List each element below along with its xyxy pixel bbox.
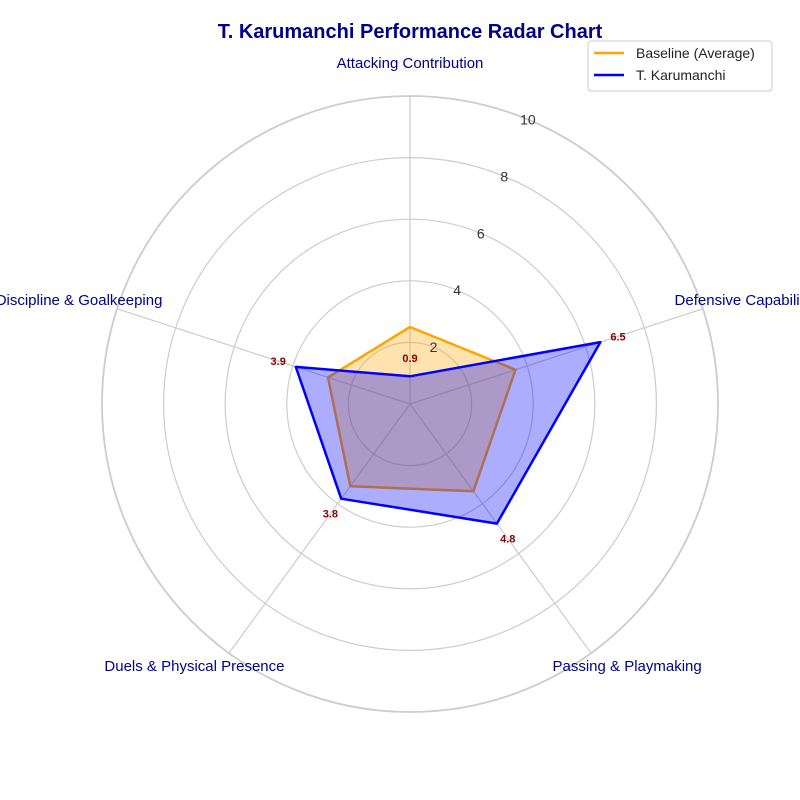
radar-spokes [116, 96, 704, 654]
radial-tick-label: 4 [453, 282, 461, 298]
legend: Baseline (Average) T. Karumanchi [587, 40, 773, 92]
radial-tick-label: 6 [477, 225, 485, 241]
series-line [326, 325, 517, 493]
value-labels: 0.9 6.5 4.8 3.8 3.9 [271, 331, 626, 545]
axis-labels: Attacking Contribution Defensive Capabili… [0, 55, 800, 675]
axis-label: Discipline & Goalkeeping [0, 292, 162, 309]
radial-ticks: 2 4 6 8 10 [430, 111, 536, 355]
radial-tick-label: 10 [520, 111, 536, 127]
data-value-label: 3.9 [271, 356, 286, 368]
axis-label: Attacking Contribution [337, 55, 484, 72]
chart-title: T. Karumanchi Performance Radar Chart [218, 21, 603, 43]
spoke-line [228, 403, 411, 654]
legend-label-baseline: Baseline (Average) [636, 45, 755, 61]
data-value-label: 0.9 [402, 353, 417, 365]
radial-tick-label: 2 [430, 339, 438, 355]
series-line [294, 340, 602, 525]
legend-box [587, 40, 773, 92]
axis-label: Defensive Capability [675, 292, 800, 309]
series-area [295, 342, 601, 524]
series-area [328, 327, 516, 492]
radial-tick-label: 8 [500, 168, 508, 184]
data-value-label: 4.8 [500, 534, 515, 546]
spoke-line [409, 308, 704, 405]
data-value-label: 3.8 [323, 509, 338, 521]
series-layer [294, 325, 602, 525]
legend-label-karumanchi: T. Karumanchi [636, 67, 725, 83]
axis-label: Passing & Playmaking [552, 658, 701, 675]
spoke-line [409, 403, 592, 654]
spoke-line [116, 308, 411, 405]
axis-label: Duels & Physical Presence [104, 658, 284, 675]
data-value-label: 6.5 [610, 331, 625, 343]
